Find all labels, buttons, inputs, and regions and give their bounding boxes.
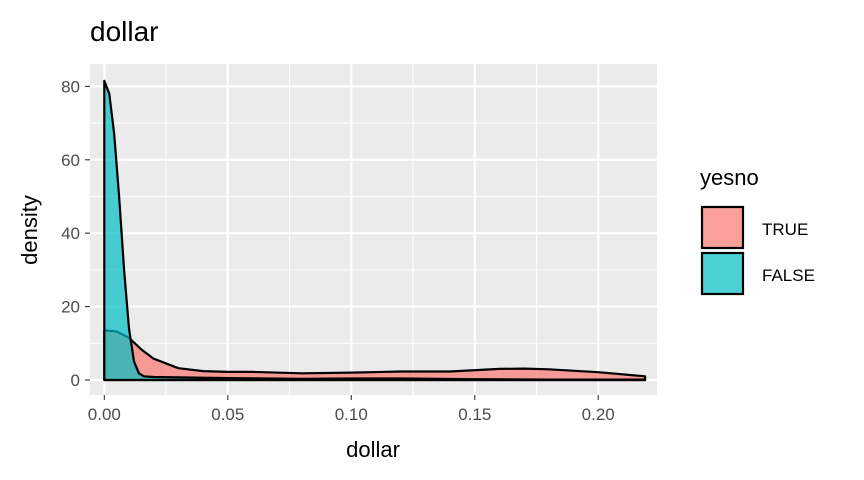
x-axis: 0.00 0.05 0.10 0.15 0.20 bbox=[88, 395, 615, 424]
grid-minor bbox=[90, 64, 657, 395]
legend-title: yesno bbox=[700, 165, 759, 190]
x-tick-label: 0.00 bbox=[88, 405, 121, 424]
x-axis-title: dollar bbox=[346, 437, 400, 462]
y-tick-label: 0 bbox=[71, 371, 80, 390]
y-tick-label: 80 bbox=[61, 77, 80, 96]
x-tick-label: 0.20 bbox=[582, 405, 615, 424]
legend-label-true: TRUE bbox=[762, 220, 808, 239]
legend-label-false: FALSE bbox=[762, 266, 815, 285]
legend-key-false bbox=[700, 251, 745, 296]
density-area-false bbox=[103, 79, 647, 382]
plot-panel bbox=[90, 64, 657, 395]
density-area-true bbox=[103, 329, 647, 382]
y-axis: 0 20 40 60 80 bbox=[61, 77, 90, 390]
x-tick-label: 0.05 bbox=[211, 405, 244, 424]
legend: yesno TRUE FALSE bbox=[700, 165, 815, 296]
legend-items: TRUE FALSE bbox=[700, 205, 815, 296]
chart-title: dollar bbox=[90, 16, 158, 47]
y-axis-title: density bbox=[17, 195, 42, 265]
x-tick-label: 0.10 bbox=[335, 405, 368, 424]
legend-key-true bbox=[700, 205, 745, 250]
y-tick-label: 60 bbox=[61, 151, 80, 170]
x-tick-label: 0.15 bbox=[458, 405, 491, 424]
y-tick-label: 40 bbox=[61, 224, 80, 243]
series-layer bbox=[103, 79, 647, 382]
y-tick-label: 20 bbox=[61, 298, 80, 317]
